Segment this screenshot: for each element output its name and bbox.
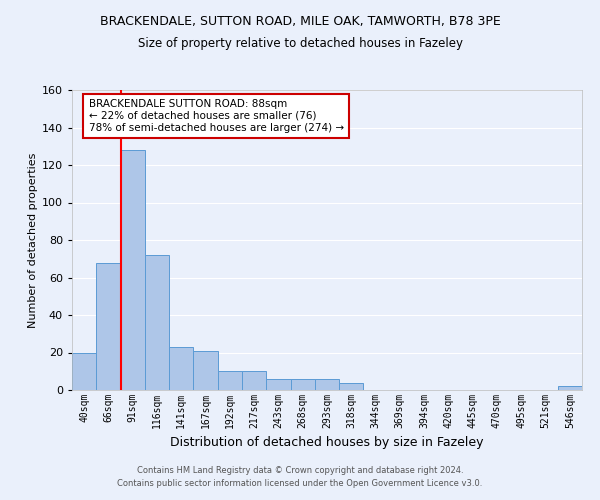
- Bar: [193, 350, 218, 390]
- Text: BRACKENDALE SUTTON ROAD: 88sqm
← 22% of detached houses are smaller (76)
78% of : BRACKENDALE SUTTON ROAD: 88sqm ← 22% of …: [89, 100, 344, 132]
- X-axis label: Distribution of detached houses by size in Fazeley: Distribution of detached houses by size …: [170, 436, 484, 450]
- Bar: [145, 255, 169, 390]
- Text: Size of property relative to detached houses in Fazeley: Size of property relative to detached ho…: [137, 38, 463, 51]
- Bar: [266, 379, 290, 390]
- Bar: [121, 150, 145, 390]
- Bar: [169, 347, 193, 390]
- Text: Contains HM Land Registry data © Crown copyright and database right 2024.
Contai: Contains HM Land Registry data © Crown c…: [118, 466, 482, 487]
- Bar: [339, 382, 364, 390]
- Y-axis label: Number of detached properties: Number of detached properties: [28, 152, 38, 328]
- Text: BRACKENDALE, SUTTON ROAD, MILE OAK, TAMWORTH, B78 3PE: BRACKENDALE, SUTTON ROAD, MILE OAK, TAMW…: [100, 15, 500, 28]
- Bar: [218, 371, 242, 390]
- Bar: [558, 386, 582, 390]
- Bar: [96, 262, 121, 390]
- Bar: [290, 379, 315, 390]
- Bar: [242, 371, 266, 390]
- Bar: [315, 379, 339, 390]
- Bar: [72, 352, 96, 390]
